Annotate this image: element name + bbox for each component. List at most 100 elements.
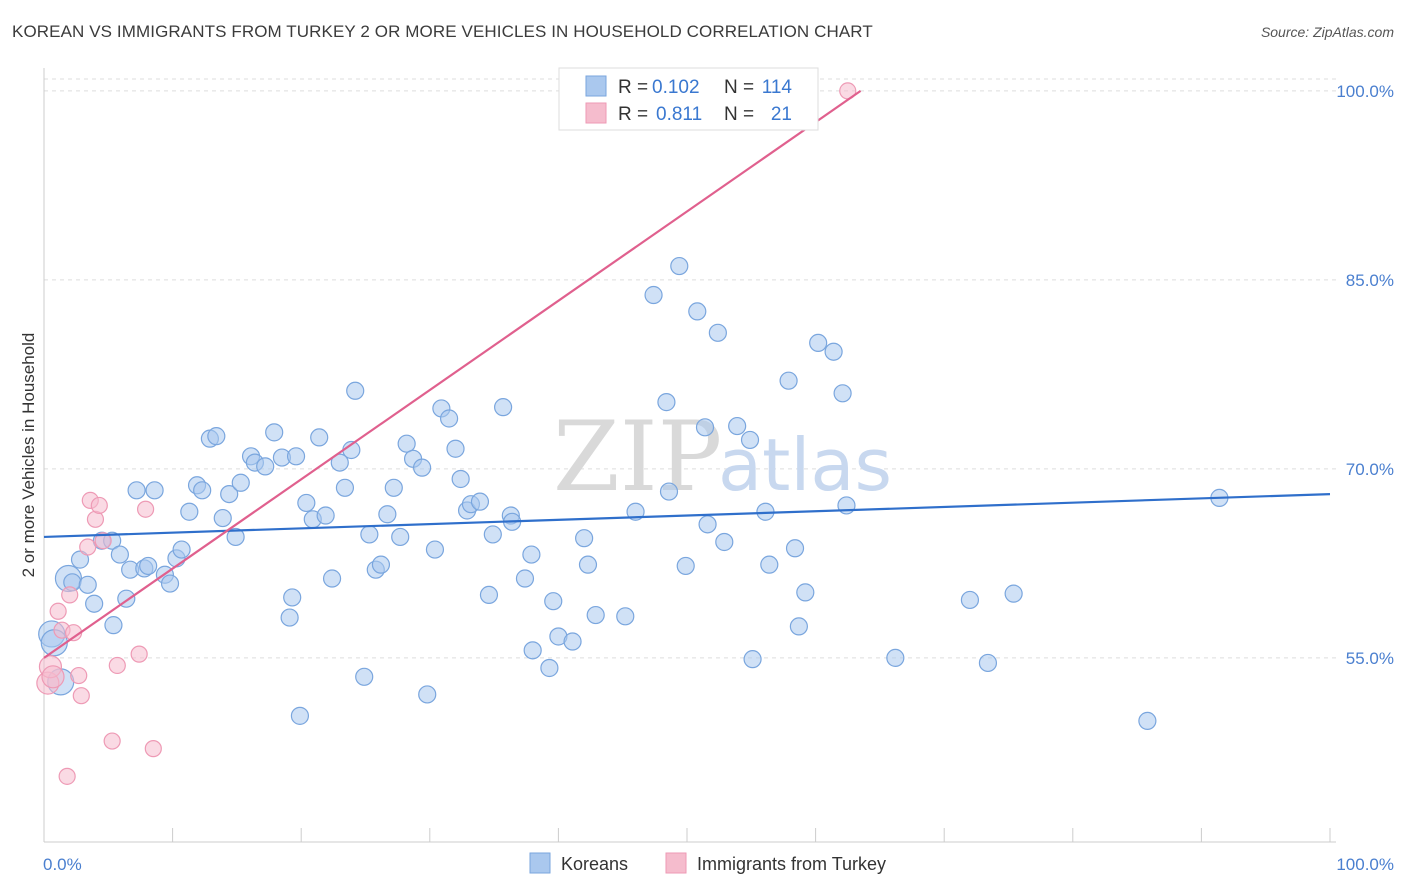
point-koreans — [483, 525, 502, 544]
point-koreans — [540, 658, 559, 678]
point-koreans — [676, 556, 695, 576]
point-koreans — [644, 285, 663, 305]
point-koreans — [335, 478, 355, 497]
point-koreans — [809, 333, 828, 352]
point-koreans — [960, 590, 980, 610]
bottom-legend: Koreans Immigrants from Turkey — [529, 852, 886, 874]
point-turkey — [90, 496, 108, 515]
point-koreans — [297, 493, 316, 513]
point-koreans — [659, 482, 679, 501]
point-turkey — [41, 665, 65, 689]
trend-line-turkey — [43, 89, 862, 659]
point-koreans — [418, 685, 437, 704]
point-koreans — [127, 481, 146, 500]
trend-line-koreans — [43, 493, 1331, 539]
point-koreans — [412, 458, 432, 477]
x-tick-label-right: 100.0% — [1336, 855, 1394, 874]
point-koreans — [544, 592, 563, 611]
point-koreans — [316, 506, 335, 525]
point-turkey — [130, 645, 148, 663]
point-koreans — [180, 502, 199, 521]
point-koreans — [207, 427, 226, 446]
point-koreans — [160, 574, 180, 593]
y-tick-label-0: 55.0% — [1346, 649, 1394, 668]
legend-swatch-turkey — [585, 102, 607, 124]
point-koreans — [231, 473, 250, 492]
trend-lines — [43, 89, 1331, 659]
point-koreans — [213, 508, 232, 528]
y-tick-label-2: 85.0% — [1346, 271, 1394, 290]
chart-title: KOREAN VS IMMIGRANTS FROM TURKEY 2 OR MO… — [12, 22, 873, 41]
point-koreans — [515, 569, 535, 588]
point-koreans — [139, 556, 158, 576]
point-koreans — [470, 492, 490, 511]
point-koreans — [451, 469, 470, 489]
point-koreans — [360, 525, 379, 544]
series-koreans — [38, 256, 1229, 731]
point-turkey — [70, 666, 88, 685]
legend-n-value-1: 114 — [762, 77, 793, 98]
point-koreans — [322, 569, 342, 588]
point-koreans — [371, 555, 391, 574]
point-koreans — [789, 617, 808, 636]
point-koreans — [779, 371, 798, 390]
point-koreans — [494, 398, 513, 417]
point-koreans — [220, 485, 239, 504]
point-koreans — [796, 583, 815, 602]
point-turkey — [136, 500, 155, 518]
legend-n-value-2: 21 — [771, 104, 792, 125]
watermark: ZIP atlas — [553, 401, 892, 513]
point-koreans — [708, 323, 727, 342]
point-turkey — [49, 602, 67, 620]
point-koreans — [695, 418, 715, 437]
point-koreans — [193, 481, 212, 500]
point-koreans — [563, 632, 582, 651]
point-koreans — [286, 447, 306, 466]
watermark-zip: ZIP — [553, 401, 722, 513]
point-koreans — [785, 539, 805, 558]
source-credit: Source: ZipAtlas.com — [1260, 24, 1394, 40]
point-koreans — [256, 457, 275, 476]
point-turkey — [58, 767, 76, 785]
legend-n-label-1: N = — [724, 77, 754, 98]
point-koreans — [310, 428, 329, 447]
point-koreans — [522, 545, 541, 564]
y-axis-label: 2 or more Vehicles in Household — [19, 333, 38, 578]
point-koreans — [698, 515, 717, 534]
point-turkey — [61, 586, 79, 604]
point-koreans — [740, 430, 760, 450]
point-koreans — [283, 588, 302, 607]
bottom-legend-swatch-koreans — [529, 852, 551, 874]
series-immigrants-turkey — [36, 82, 857, 785]
bottom-legend-koreans: Koreans — [561, 854, 628, 874]
point-koreans — [446, 439, 465, 458]
point-koreans — [384, 478, 403, 497]
bottom-legend-swatch-turkey — [665, 852, 687, 874]
point-koreans — [626, 502, 645, 521]
point-koreans — [104, 616, 123, 635]
point-koreans — [743, 650, 762, 669]
point-koreans — [397, 434, 416, 453]
point-koreans — [715, 532, 734, 552]
point-koreans — [290, 706, 310, 725]
point-koreans — [346, 381, 365, 400]
point-koreans — [578, 555, 598, 574]
point-koreans — [575, 529, 594, 548]
point-koreans — [523, 641, 542, 660]
point-koreans — [616, 607, 635, 626]
point-turkey — [144, 740, 162, 758]
axes — [43, 68, 1336, 843]
point-koreans — [479, 585, 499, 605]
point-koreans — [70, 550, 90, 569]
y-tick-label-3: 100.0% — [1336, 82, 1394, 101]
point-koreans — [265, 423, 284, 442]
y-tick-label-1: 70.0% — [1346, 460, 1394, 479]
point-koreans — [760, 555, 779, 574]
point-koreans — [110, 545, 129, 564]
point-koreans — [1138, 711, 1157, 731]
legend-r-value-2: 0.811 — [656, 104, 702, 125]
point-koreans — [586, 605, 605, 625]
y-tick-labels: 55.0% 70.0% 85.0% 100.0% — [1336, 82, 1394, 668]
point-koreans — [172, 540, 191, 559]
